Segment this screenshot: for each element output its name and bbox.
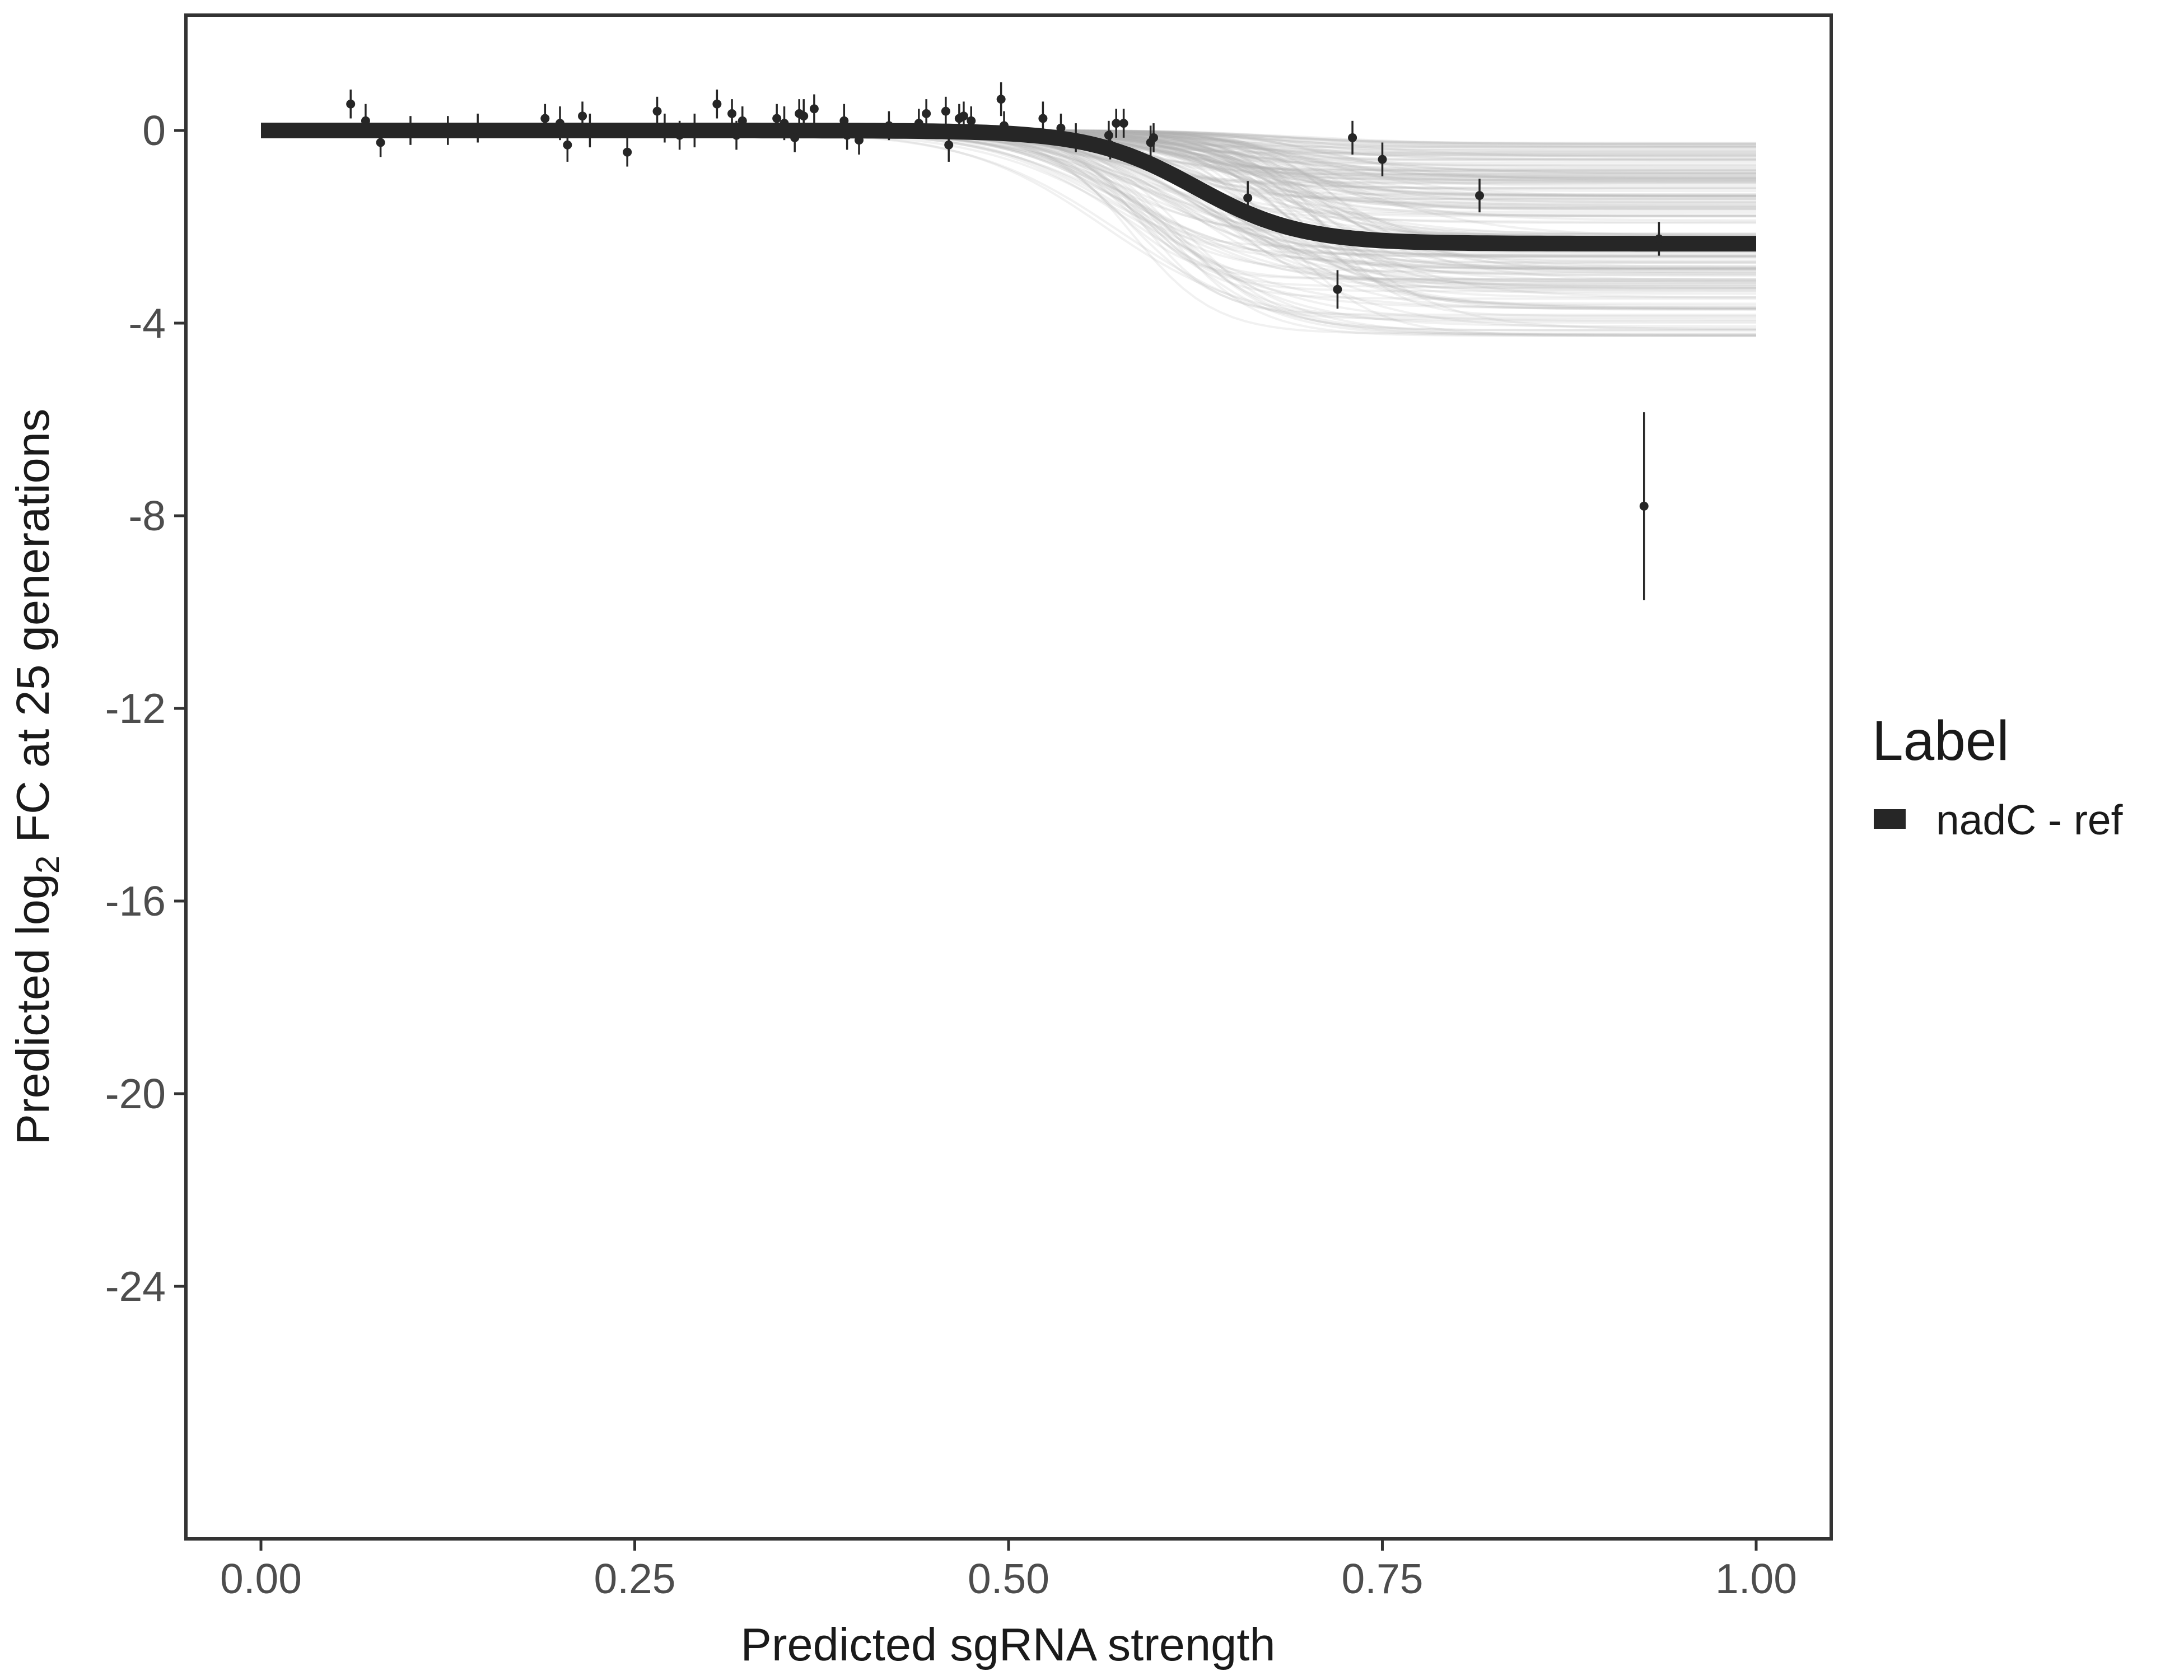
y-axis-title-suffix: FC at 25 generations (7, 409, 59, 856)
data-point (790, 133, 800, 142)
data-point (540, 114, 550, 123)
data-point (1149, 133, 1158, 142)
data-point (585, 126, 595, 135)
y-tick-label: 0 (142, 107, 166, 154)
y-tick-label: -8 (128, 492, 166, 539)
data-point (1105, 140, 1115, 150)
legend: Label nadC - ref (1872, 710, 2123, 843)
data-point (1071, 133, 1081, 142)
legend-title: Label (1872, 710, 2009, 772)
data-point (690, 126, 699, 135)
data-point (780, 119, 789, 128)
data-point (556, 119, 564, 128)
data-point (922, 109, 931, 118)
data-point (712, 99, 722, 109)
data-point (660, 123, 669, 133)
data-point (563, 140, 572, 150)
data-point (1378, 155, 1387, 164)
data-point (473, 123, 483, 133)
data-point (839, 116, 849, 125)
data-point (376, 138, 385, 147)
y-axis-title-subscript: 2 (30, 856, 66, 874)
y-tick-label: -16 (105, 878, 166, 925)
data-point (799, 111, 809, 121)
data-point (675, 130, 684, 140)
data-point (1654, 234, 1664, 244)
data-point (941, 106, 950, 116)
y-tick-label: -4 (128, 300, 166, 347)
data-point (406, 126, 415, 135)
x-axis-title: Predicted sgRNA strength (741, 1618, 1276, 1670)
data-point (1639, 501, 1649, 511)
data-point (996, 95, 1006, 104)
data-point (1333, 284, 1342, 294)
y-axis-title-prefix: Predicted log (7, 874, 59, 1145)
x-tick-label: 0.25 (594, 1555, 676, 1602)
y-axis: 0 -4 -8 -12 -16 -20 -24 (105, 107, 184, 1310)
y-axis-title: Predicted log2 FC at 25 generations (7, 409, 66, 1145)
data-point (738, 116, 747, 125)
x-tick-label: 1.00 (1715, 1555, 1797, 1602)
data-point (652, 106, 662, 116)
x-axis: 0.00 0.25 0.50 0.75 1.00 (220, 1541, 1797, 1602)
data-point (1104, 130, 1113, 140)
data-point (727, 109, 737, 118)
x-tick-label: 0.50 (968, 1555, 1049, 1602)
data-point (578, 111, 587, 121)
x-tick-label: 0.75 (1342, 1555, 1424, 1602)
y-tick-label: -24 (105, 1263, 166, 1310)
data-point (967, 116, 976, 125)
fitted-curve-line (261, 123, 1756, 252)
data-points (346, 95, 1664, 511)
data-point (623, 147, 632, 157)
legend-swatch-nadc-ref (1874, 809, 1906, 829)
data-point (944, 140, 954, 150)
data-point (1475, 191, 1485, 200)
data-point (855, 136, 864, 145)
data-point (1119, 119, 1128, 128)
data-point (809, 104, 819, 114)
legend-label-nadc-ref: nadC - ref (1936, 796, 2123, 843)
data-point (842, 130, 852, 140)
y-tick-label: -12 (105, 685, 166, 732)
data-point (732, 130, 741, 140)
data-point (1056, 123, 1066, 133)
fitted-curve (261, 123, 1756, 252)
data-point (443, 126, 452, 135)
data-point (772, 114, 782, 123)
data-point (361, 116, 370, 125)
y-tick-label: -20 (105, 1070, 166, 1117)
data-point (999, 121, 1009, 130)
data-point (1243, 193, 1253, 203)
x-tick-label: 0.00 (220, 1555, 302, 1602)
data-point (1112, 119, 1121, 128)
data-point (1348, 133, 1357, 142)
plot-panel-border (184, 13, 1833, 1541)
data-point (346, 99, 356, 109)
data-point (1038, 114, 1048, 123)
data-point (959, 111, 968, 121)
data-point (914, 119, 923, 128)
data-point (884, 121, 894, 130)
